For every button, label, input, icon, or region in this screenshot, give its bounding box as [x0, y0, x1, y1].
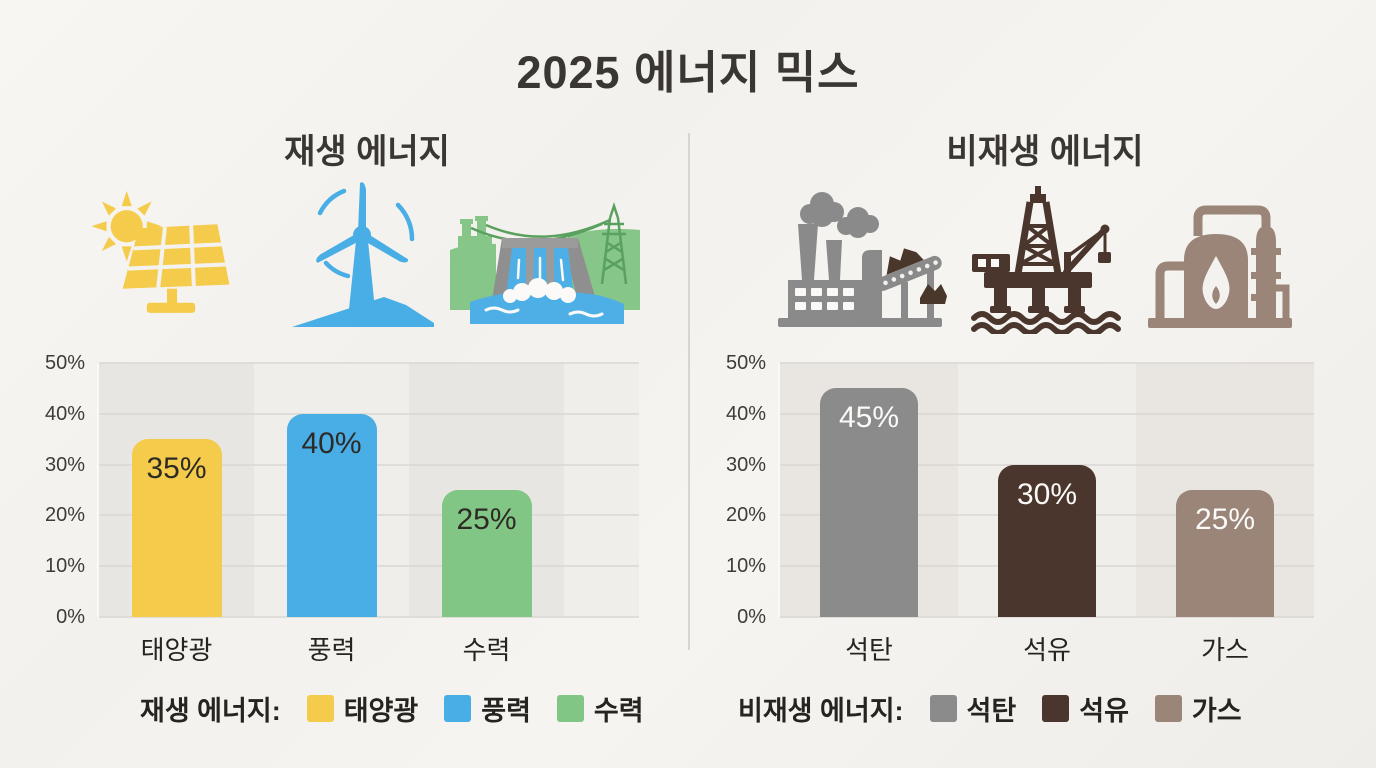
y-axis-tick: 20%	[44, 504, 85, 527]
bar-value-label: 35%	[146, 452, 207, 486]
category-label: 석유	[1023, 635, 1071, 665]
bar: 35%	[131, 439, 222, 617]
legend-label: 석유	[1079, 696, 1129, 726]
legend-item: 가스	[1154, 689, 1242, 728]
y-axis-tick: 40%	[725, 402, 766, 425]
legend-label: 가스	[1191, 696, 1242, 726]
bar: 25%	[1176, 490, 1274, 617]
gridline	[780, 412, 1314, 415]
gridline	[780, 463, 1314, 466]
legend-item: 석유	[1042, 689, 1129, 728]
gas-refinery-icon	[1140, 190, 1300, 332]
legend-label: 석탄	[966, 696, 1017, 726]
category-label: 가스	[1201, 635, 1249, 665]
y-axis-tick: 50%	[44, 352, 85, 374]
legend-swatch	[444, 695, 472, 722]
bar: 30%	[998, 464, 1096, 617]
legend-swatch	[1042, 695, 1070, 722]
bar-value-label: 40%	[301, 426, 362, 460]
hydro-dam-icon	[450, 190, 640, 330]
subtitle-nonrenewable: 비재생 에너지	[946, 133, 1144, 171]
y-axis-tick: 30%	[725, 453, 766, 476]
gridline	[99, 362, 639, 364]
category-label: 수력	[462, 635, 511, 665]
legend-swatch	[556, 695, 584, 722]
y-axis-tick: 10%	[725, 555, 766, 578]
legend-nonrenewable: 비재생 에너지: 석탄 석유 가스	[738, 689, 1242, 728]
gridline	[780, 362, 1314, 364]
y-axis-tick: 40%	[44, 402, 85, 425]
bar: 45%	[820, 388, 918, 617]
bar: 25%	[441, 490, 532, 617]
legend-title: 비재생 에너지:	[738, 696, 904, 726]
y-axis-tick: 20%	[725, 504, 766, 527]
legend-label: 수력	[593, 696, 644, 726]
legend-label: 태양광	[343, 696, 419, 726]
category-label: 석탄	[845, 635, 893, 665]
gridline	[780, 616, 1314, 618]
legend-item: 수력	[556, 689, 644, 728]
legend-renewable: 재생 에너지: 태양광 풍력 수력	[140, 689, 644, 728]
category-label: 풍력	[307, 635, 356, 665]
y-axis-tick: 0%	[56, 606, 85, 628]
legend-item: 석탄	[929, 689, 1017, 728]
bar-value-label: 25%	[1194, 503, 1256, 536]
bar-value-label: 30%	[1016, 477, 1078, 511]
y-axis-tick: 0%	[737, 606, 766, 628]
solar-panel-icon	[88, 188, 250, 334]
oil-rig-icon	[966, 186, 1126, 334]
wind-turbine-icon	[288, 176, 438, 330]
coal-plant-icon	[770, 188, 950, 330]
y-axis-tick: 10%	[44, 555, 85, 578]
y-axis-tick: 50%	[725, 352, 766, 374]
section-divider	[688, 133, 690, 650]
page-title: 2025 에너지 믹스	[516, 47, 860, 98]
legend-item: 풍력	[444, 689, 531, 728]
bar-value-label: 45%	[838, 401, 900, 435]
subtitle-renewable: 재생 에너지	[284, 133, 450, 171]
legend-label: 풍력	[481, 696, 531, 726]
nonrenewable-bar-chart: 0% 10% 20% 30% 40% 50% 45% 석탄 30% 석유 25% 가스	[726, 352, 1314, 665]
legend-item: 태양광	[306, 689, 419, 728]
renewable-bar-chart: 0% 10% 20% 30% 40% 50% 35% 태양광 40% 풍력 25% 수력	[45, 352, 639, 665]
legend-swatch	[306, 695, 334, 722]
bar: 40%	[286, 413, 377, 617]
y-axis-tick: 30%	[44, 453, 85, 476]
gridline	[99, 616, 639, 618]
bar-value-label: 25%	[456, 503, 517, 536]
legend-swatch	[929, 695, 957, 722]
legend-swatch	[1154, 695, 1182, 722]
legend-title: 재생 에너지:	[140, 696, 281, 726]
gridline	[99, 412, 639, 415]
category-label: 태양광	[140, 635, 213, 665]
